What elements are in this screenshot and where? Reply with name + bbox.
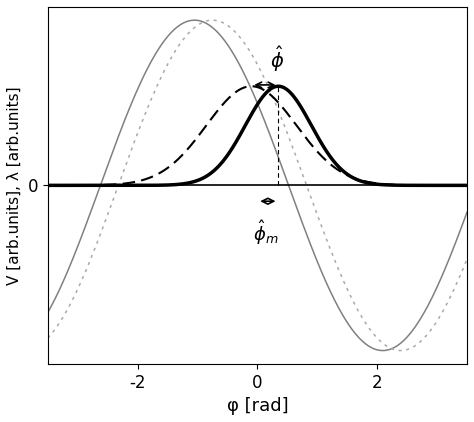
- Text: $\hat{\phi}$: $\hat{\phi}$: [270, 44, 284, 74]
- Y-axis label: V [arb.units], λ [arb.units]: V [arb.units], λ [arb.units]: [7, 86, 22, 285]
- X-axis label: φ [rad]: φ [rad]: [227, 397, 288, 415]
- Text: $\hat{\phi}_m$: $\hat{\phi}_m$: [253, 219, 279, 247]
